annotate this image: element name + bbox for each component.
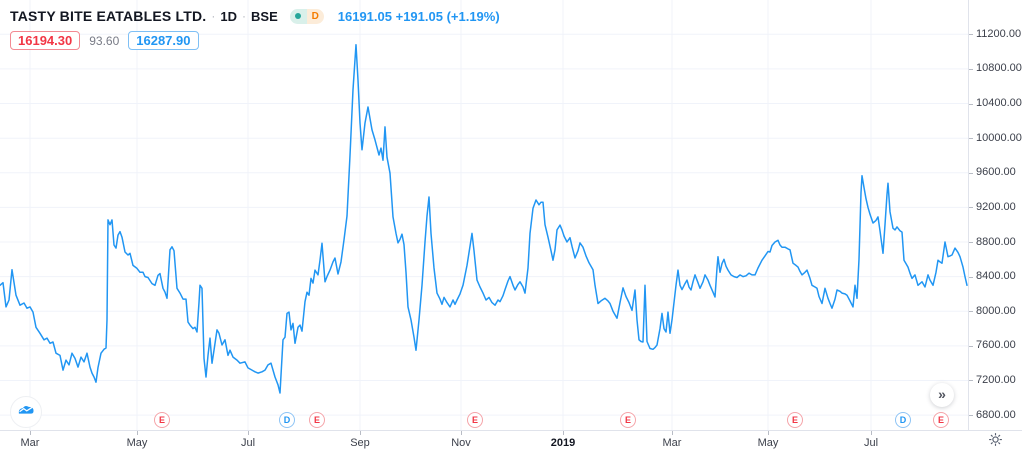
market-status-interval-toggle[interactable]: D — [289, 8, 324, 24]
earnings-badge[interactable]: E — [787, 412, 803, 428]
time-axis-month-label: Sep — [350, 437, 370, 449]
separator-dot: · — [211, 9, 216, 23]
time-axis-month-label: Mar — [20, 437, 40, 449]
time-axis-tick — [871, 431, 872, 435]
last-price-change: 16191.05 +191.05 (+1.19%) — [337, 8, 500, 24]
time-axis-tick — [461, 431, 462, 435]
price-axis-tick — [969, 415, 973, 416]
price-axis-tick — [969, 34, 973, 35]
buy-price-button[interactable]: 16287.90 — [128, 31, 199, 50]
price-axis-label: 8800.00 — [976, 236, 1016, 248]
time-axis-tick — [137, 431, 138, 435]
spread-value: 93.60 — [89, 33, 120, 48]
price-axis-tick — [969, 173, 973, 174]
market-open-dot-icon — [295, 13, 302, 19]
mountain-chart-icon — [17, 403, 35, 421]
time-axis[interactable]: Mar May Jul Sep Nov 2019 Mar May Jul — [0, 430, 1022, 454]
earnings-badge[interactable]: E — [933, 412, 949, 428]
symbol-title: TASTY BITE EATABLES LTD. — [10, 8, 207, 24]
dividend-badge[interactable]: D — [895, 412, 911, 428]
exchange-label: BSE — [251, 8, 278, 24]
price-axis-label: 10800.00 — [976, 62, 1022, 74]
axis-settings-button[interactable] — [968, 430, 1022, 454]
time-axis-tick — [563, 431, 564, 435]
time-axis-tick — [768, 431, 769, 435]
time-axis-tick — [360, 431, 361, 435]
time-axis-month-label: Nov — [451, 437, 471, 449]
gear-icon — [988, 432, 1003, 452]
price-axis-tick — [969, 207, 973, 208]
price-axis-label: 8400.00 — [976, 270, 1016, 282]
price-axis-tick — [969, 277, 973, 278]
chart-provider-logo[interactable] — [10, 396, 42, 428]
price-axis-tick — [969, 104, 973, 105]
price-axis-tick — [969, 311, 973, 312]
price-axis-label: 6800.00 — [976, 409, 1016, 421]
time-axis-tick — [248, 431, 249, 435]
earnings-badge[interactable]: E — [620, 412, 636, 428]
price-axis-tick — [969, 346, 973, 347]
time-axis-year-label: 2019 — [550, 437, 576, 449]
price-axis-tick — [969, 138, 973, 139]
market-status-segment[interactable] — [289, 8, 307, 24]
price-axis-label: 8000.00 — [976, 305, 1016, 317]
price-axis-label: 9200.00 — [976, 201, 1016, 213]
time-axis-month-label: Mar — [662, 437, 682, 449]
price-axis-label: 10000.00 — [976, 132, 1022, 144]
bid-ask-row: 16194.30 93.60 16287.90 — [10, 31, 500, 50]
interval-label: 1D — [220, 8, 238, 24]
price-axis-label: 10400.00 — [976, 97, 1022, 109]
time-axis-month-label: May — [757, 437, 779, 449]
time-axis-month-label: Jul — [240, 437, 256, 449]
price-axis-tick — [969, 242, 973, 243]
earnings-badge[interactable]: E — [309, 412, 325, 428]
price-axis[interactable]: 11200.00 10800.00 10400.00 10000.00 9600.00 9… — [968, 0, 1022, 430]
price-axis-label: 9600.00 — [976, 166, 1016, 178]
price-axis-tick — [969, 380, 973, 381]
time-axis-tick — [672, 431, 673, 435]
price-axis-label: 11200.00 — [976, 28, 1022, 40]
separator-dot: · — [242, 9, 247, 23]
earnings-badge[interactable]: E — [467, 412, 483, 428]
price-axis-tick — [969, 69, 973, 70]
price-axis-label: 7600.00 — [976, 339, 1016, 351]
expand-chart-button[interactable]: » — [930, 383, 954, 407]
price-axis-label: 7200.00 — [976, 374, 1016, 386]
dividend-badge[interactable]: D — [279, 412, 295, 428]
time-axis-month-label: May — [126, 437, 148, 449]
interval-badge[interactable]: D — [306, 8, 324, 24]
symbol-header-row: TASTY BITE EATABLES LTD. · 1D · BSE D 16… — [10, 7, 500, 25]
time-axis-month-label: Jul — [863, 437, 879, 449]
sell-price-button[interactable]: 16194.30 — [10, 31, 81, 50]
earnings-badge[interactable]: E — [154, 412, 170, 428]
time-axis-tick — [30, 431, 31, 435]
price-line-chart[interactable] — [0, 0, 968, 430]
symbol-header: TASTY BITE EATABLES LTD. · 1D · BSE D 16… — [10, 7, 500, 50]
double-chevron-right-icon: » — [938, 386, 946, 402]
